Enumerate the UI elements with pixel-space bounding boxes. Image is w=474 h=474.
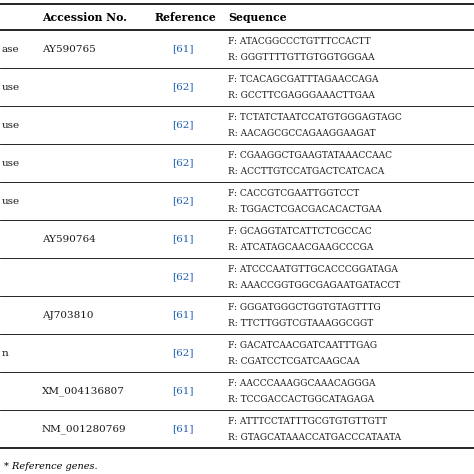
Text: F: CGAAGGCTGAAGTATAAACCAAC: F: CGAAGGCTGAAGTATAAACCAAC	[228, 151, 392, 159]
Text: F: ATCCCAATGTTGCACCCGGATAGA: F: ATCCCAATGTTGCACCCGGATAGA	[228, 264, 398, 273]
Text: [62]: [62]	[172, 158, 194, 167]
Text: [62]: [62]	[172, 197, 194, 206]
Text: use: use	[2, 158, 20, 167]
Text: [62]: [62]	[172, 273, 194, 282]
Text: use: use	[2, 120, 20, 129]
Text: R: GTAGCATAAACCATGACCCATAATA: R: GTAGCATAAACCATGACCCATAATA	[228, 432, 401, 441]
Text: F: GACATCAACGATCAATTTGAG: F: GACATCAACGATCAATTTGAG	[228, 340, 377, 349]
Text: XM_004136807: XM_004136807	[42, 386, 125, 396]
Text: AY590764: AY590764	[42, 235, 96, 244]
Text: R: CGATCCTCGATCAAGCAA: R: CGATCCTCGATCAAGCAA	[228, 356, 360, 365]
Text: use: use	[2, 197, 20, 206]
Text: F: AACCCAAAGGCAAACAGGGA: F: AACCCAAAGGCAAACAGGGA	[228, 379, 375, 388]
Text: [61]: [61]	[172, 235, 194, 244]
Text: R: TCCGACCACTGGCATAGAGA: R: TCCGACCACTGGCATAGAGA	[228, 394, 374, 403]
Text: R: ACCTTGTCCATGACTCATCACA: R: ACCTTGTCCATGACTCATCACA	[228, 166, 384, 175]
Text: [61]: [61]	[172, 45, 194, 54]
Text: [62]: [62]	[172, 82, 194, 91]
Text: R: AACAGCGCCAGAAGGAAGAT: R: AACAGCGCCAGAAGGAAGAT	[228, 128, 375, 137]
Text: R: GCCTTCGAGGGAAACTTGAA: R: GCCTTCGAGGGAAACTTGAA	[228, 91, 375, 100]
Text: ase: ase	[2, 45, 19, 54]
Text: Reference: Reference	[155, 11, 217, 22]
Text: F: ATACGGCCCTGTTTCCACTT: F: ATACGGCCCTGTTTCCACTT	[228, 36, 371, 46]
Text: R: ATCATAGCAACGAAGCCCGA: R: ATCATAGCAACGAAGCCCGA	[228, 243, 374, 252]
Text: AY590765: AY590765	[42, 45, 96, 54]
Text: F: GGGATGGGCTGGTGTAGTTTG: F: GGGATGGGCTGGTGTAGTTTG	[228, 302, 381, 311]
Text: AJ703810: AJ703810	[42, 310, 93, 319]
Text: [62]: [62]	[172, 120, 194, 129]
Text: Sequence: Sequence	[228, 11, 287, 22]
Text: [61]: [61]	[172, 386, 194, 395]
Text: R: TGGACTCGACGACACACTGAA: R: TGGACTCGACGACACACTGAA	[228, 204, 382, 213]
Text: F: ATTTCCTATTTGCGTGTGTTGTT: F: ATTTCCTATTTGCGTGTGTTGTT	[228, 417, 387, 426]
Text: * Reference genes.: * Reference genes.	[4, 462, 98, 471]
Text: use: use	[2, 82, 20, 91]
Text: F: GCAGGTATCATTCTCGCCAC: F: GCAGGTATCATTCTCGCCAC	[228, 227, 372, 236]
Text: R: GGGTTTTGTTGTGGTGGGAA: R: GGGTTTTGTTGTGGTGGGAA	[228, 53, 374, 62]
Text: NM_001280769: NM_001280769	[42, 424, 127, 434]
Text: R: AAACCGGTGGCGAGAATGATACCT: R: AAACCGGTGGCGAGAATGATACCT	[228, 281, 400, 290]
Text: [61]: [61]	[172, 425, 194, 434]
Text: F: CACCGTCGAATTGGTCCT: F: CACCGTCGAATTGGTCCT	[228, 189, 359, 198]
Text: F: TCTATCTAATCCATGTGGGAGTAGC: F: TCTATCTAATCCATGTGGGAGTAGC	[228, 112, 402, 121]
Text: R: TTCTTGGTCGTAAAGGCGGT: R: TTCTTGGTCGTAAAGGCGGT	[228, 319, 373, 328]
Text: Accession No.: Accession No.	[42, 11, 127, 22]
Text: F: TCACAGCGATTTAGAACCAGA: F: TCACAGCGATTTAGAACCAGA	[228, 74, 379, 83]
Text: [61]: [61]	[172, 310, 194, 319]
Text: [62]: [62]	[172, 348, 194, 357]
Text: n: n	[2, 348, 9, 357]
